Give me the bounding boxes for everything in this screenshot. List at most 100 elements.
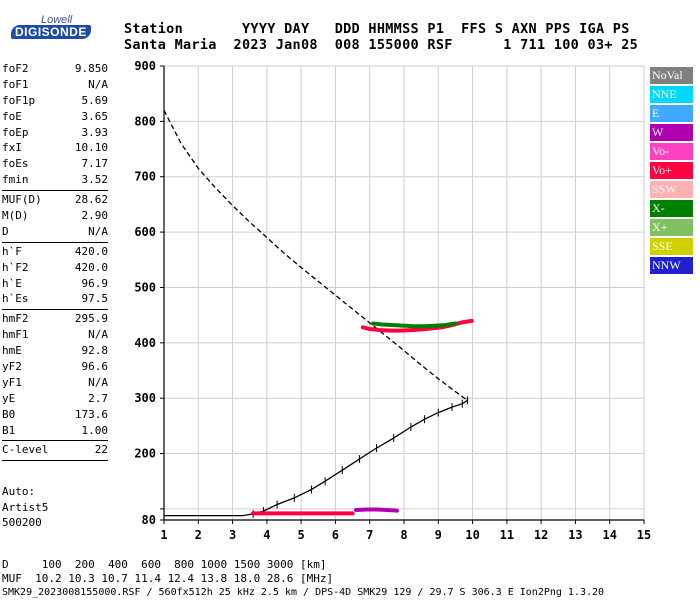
legend-item: NNW: [650, 257, 693, 274]
param-name: hmF2: [2, 312, 29, 326]
param-row: foEp 3.93: [2, 125, 108, 141]
x-tick-label: 10: [465, 528, 479, 542]
param-separator: [2, 241, 108, 243]
param-row: foF1 N/A: [2, 77, 108, 93]
param-value: 96.9: [81, 276, 109, 290]
profile-line-dashed: [163, 110, 468, 401]
x-tick-label: 5: [298, 528, 305, 542]
param-name: yF2: [2, 360, 22, 374]
echo-trace: [354, 507, 400, 513]
param-name: foF1: [2, 77, 29, 91]
param-row: foF2 9.850: [2, 61, 108, 77]
footer-muf-row: MUF 10.2 10.3 10.7 11.4 12.4 13.8 18.0 2…: [2, 572, 334, 585]
param-name: foF2: [2, 62, 29, 75]
param-value: 1.00: [81, 423, 109, 437]
param-row: B0 173.6: [2, 407, 108, 423]
param-row: fmin 3.52: [2, 172, 108, 188]
legend-item: X-: [650, 200, 693, 217]
legend: NoVal NNE E W Vo- Vo+ SSW X- X+ SSE NNW: [650, 67, 693, 276]
auto-label: Auto:: [2, 485, 36, 498]
param-separator: [2, 440, 108, 442]
logo-digisonde: DIGISONDE: [11, 25, 91, 39]
x-tick-label: 1: [160, 528, 167, 542]
param-name: h`F2: [2, 260, 29, 274]
x-tick-label: 4: [263, 528, 270, 542]
param-name: B1: [2, 423, 16, 437]
param-name: h`E: [2, 276, 22, 290]
legend-item: E: [650, 105, 693, 122]
profile-line-solid: [164, 398, 469, 517]
legend-item: Vo-: [650, 143, 693, 160]
param-row: yF1 N/A: [2, 375, 108, 391]
x-tick-label: 11: [500, 528, 514, 542]
param-value: 2.7: [88, 391, 108, 405]
y-tick-label: 800: [134, 114, 156, 128]
param-value: 3.93: [81, 125, 109, 139]
param-name: foF1p: [2, 93, 36, 107]
param-row: foEs 7.17: [2, 156, 108, 172]
param-name: foEs: [2, 157, 29, 171]
param-value: 9.850: [74, 62, 108, 75]
param-value: 22: [94, 443, 108, 457]
param-name: foEp: [2, 125, 29, 139]
legend-item: NNE: [650, 86, 693, 103]
auto-artist: Artist5: [2, 500, 49, 514]
param-name: D: [2, 224, 9, 238]
header-labels: Station YYYY DAY DDD HHMMSS P1 FFS S AXN…: [124, 21, 630, 37]
param-name: h`Es: [2, 292, 29, 306]
y-tick-label: 200: [134, 447, 156, 461]
param-name: h`F: [2, 244, 22, 258]
y-tick-label: 500: [134, 280, 156, 294]
param-value: 7.17: [81, 157, 109, 171]
param-separator: [2, 460, 108, 462]
param-row: hmE 92.8: [2, 343, 108, 359]
param-row: D N/A: [2, 224, 108, 240]
footer-distance-row: D 100 200 400 600 800 1000 1500 3000 [km…: [2, 558, 327, 571]
param-row: h`Es 97.5: [2, 291, 108, 307]
y-tick-label: 600: [134, 225, 156, 239]
logo-lowell-text: Lowell: [41, 14, 73, 26]
param-name: C-level: [2, 443, 49, 457]
param-name: fmin: [2, 173, 29, 187]
param-row: M(D) 2.90: [2, 208, 108, 224]
x-tick-label: 12: [534, 528, 548, 542]
param-row: h`F 420.0: [2, 244, 108, 260]
param-value: 97.5: [81, 292, 109, 306]
auto-version: 500200: [2, 516, 42, 529]
param-row: C-level 22: [2, 442, 108, 458]
x-tick-label: 2: [195, 528, 202, 542]
param-value: 420.0: [74, 260, 108, 274]
header-values: Santa Maria 2023 Jan08 008 155000 RSF 1 …: [124, 37, 639, 53]
parameter-table: foF2 9.850 foF1 N/A foF1p 5.69 foE 3.65 foEp 3.93…: [2, 61, 108, 462]
autoscaling-info: Auto: Artist5 500200: [2, 484, 48, 531]
x-tick-label: 7: [366, 528, 373, 542]
param-name: yF1: [2, 375, 22, 389]
param-value: 3.65: [81, 109, 109, 123]
param-value: 420.0: [74, 244, 108, 258]
y-tick-label: 700: [134, 170, 156, 184]
param-name: hmF1: [2, 328, 29, 342]
param-value: 2.90: [81, 209, 109, 223]
param-name: hmE: [2, 344, 22, 358]
y-tick-label: 80: [142, 513, 156, 527]
param-row: h`E 96.9: [2, 276, 108, 292]
legend-item: Vo+: [650, 162, 693, 179]
param-value: 96.6: [81, 360, 109, 374]
y-tick-label: 400: [134, 336, 156, 350]
param-row: B1 1.00: [2, 423, 108, 439]
param-value: 173.6: [74, 407, 108, 421]
param-name: fxI: [2, 141, 22, 155]
x-tick-label: 9: [435, 528, 442, 542]
param-name: B0: [2, 407, 16, 421]
param-row: hmF2 295.9: [2, 311, 108, 327]
echo-trace: [371, 321, 458, 329]
param-name: M(D): [2, 209, 29, 223]
param-name: yE: [2, 391, 16, 405]
param-separator: [2, 309, 108, 311]
x-tick-label: 8: [400, 528, 407, 542]
legend-item: SSW: [650, 181, 693, 198]
param-value: 28.62: [74, 193, 108, 207]
param-row: fxI 10.10: [2, 140, 108, 156]
param-row: hmF1 N/A: [2, 327, 108, 343]
